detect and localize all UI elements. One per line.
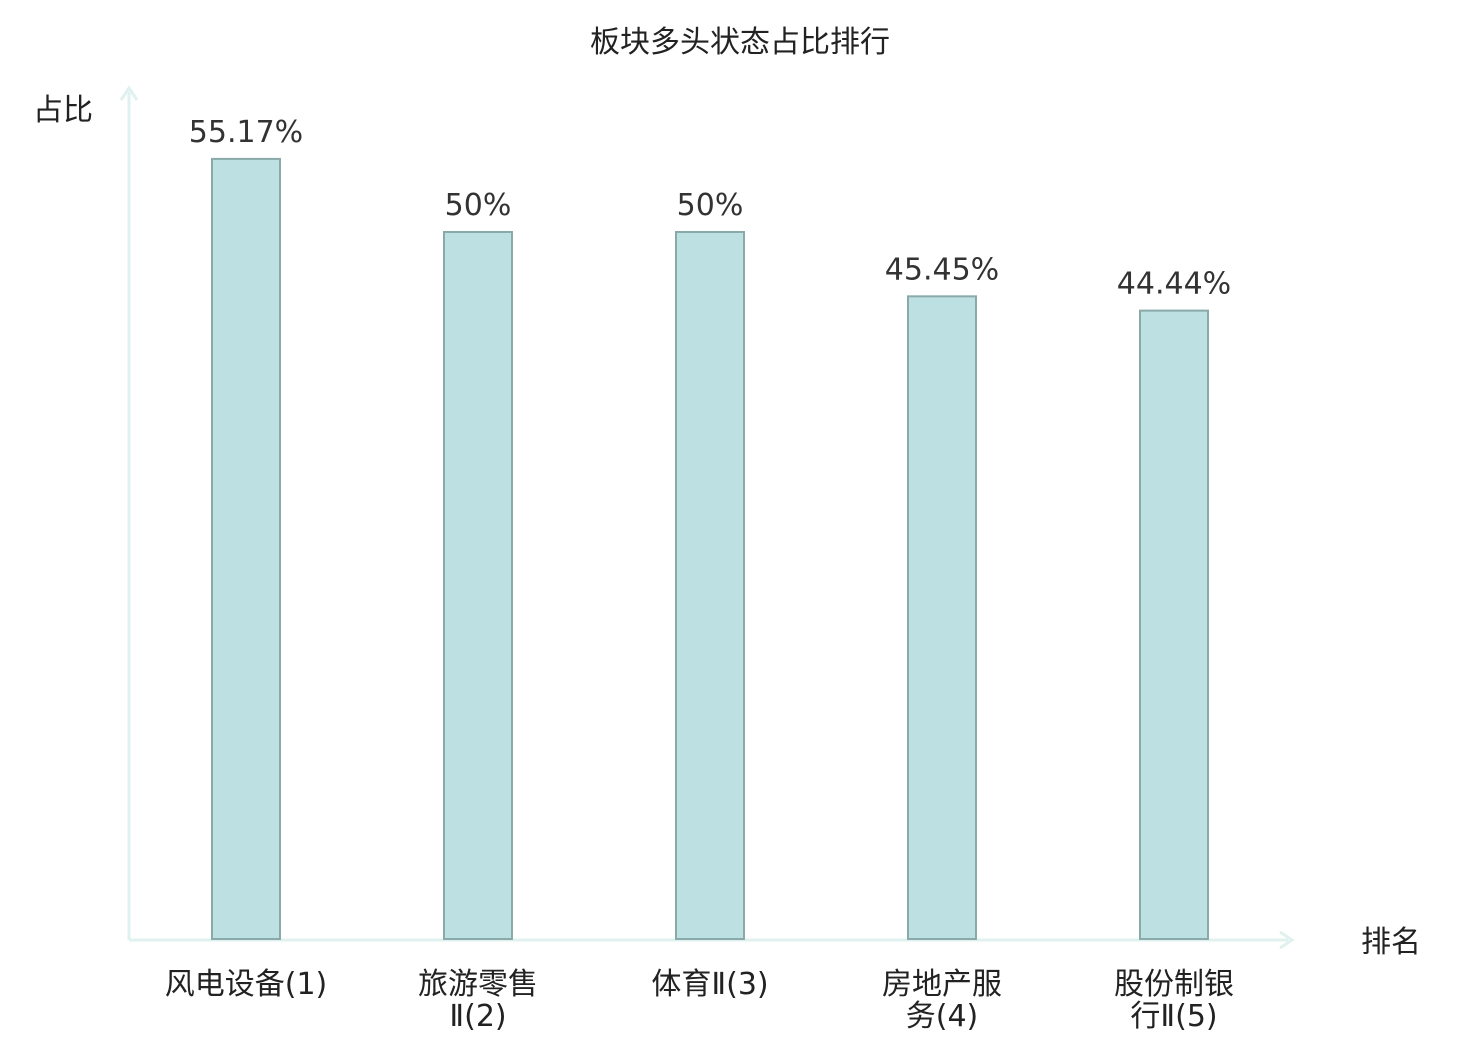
category-label-line: Ⅱ(2)	[449, 999, 506, 1034]
value-label-3: 50%	[677, 188, 744, 223]
chart-title: 板块多头状态占比排行	[590, 25, 890, 60]
category-label-line: 房地产服	[882, 967, 1002, 1002]
category-label-line: 旅游零售	[418, 967, 538, 1002]
value-label-4: 45.45%	[885, 252, 999, 287]
x-axis-label: 排名	[1361, 925, 1421, 960]
bar-4	[907, 295, 977, 941]
y-axis-label: 占比	[33, 93, 93, 128]
category-label-line: 行Ⅱ(5)	[1130, 999, 1217, 1034]
bar-series	[211, 157, 1209, 941]
bar-1	[211, 157, 281, 941]
category-label-line: 股份制银	[1114, 967, 1234, 1002]
value-label-2: 50%	[445, 188, 512, 223]
category-label-5: 股份制银行Ⅱ(5)	[1114, 967, 1234, 1034]
x-axis: 排名	[129, 925, 1421, 960]
category-label-line: 体育Ⅱ(3)	[651, 967, 768, 1002]
bar-2	[443, 231, 513, 940]
bar-5	[1139, 309, 1209, 940]
bar-3	[675, 231, 745, 940]
category-label-4: 房地产服务(4)	[882, 967, 1002, 1034]
y-axis: 占比	[33, 85, 139, 940]
category-label-line: 务(4)	[906, 999, 979, 1034]
category-label-1: 风电设备(1)	[165, 967, 328, 1002]
value-label-1: 55.17%	[189, 115, 303, 150]
value-labels: 55.17% 50% 50% 45.45% 44.44%	[189, 115, 1231, 302]
category-label-line: 风电设备(1)	[165, 967, 328, 1002]
value-label-5: 44.44%	[1117, 267, 1231, 302]
category-label-2: 旅游零售 Ⅱ(2)	[418, 967, 538, 1034]
category-labels: 风电设备(1) 旅游零售 Ⅱ(2) 体育Ⅱ(3) 房地产服务(4) 股份制银行Ⅱ(5)	[165, 967, 1234, 1034]
category-label-3: 体育Ⅱ(3)	[651, 967, 768, 1002]
